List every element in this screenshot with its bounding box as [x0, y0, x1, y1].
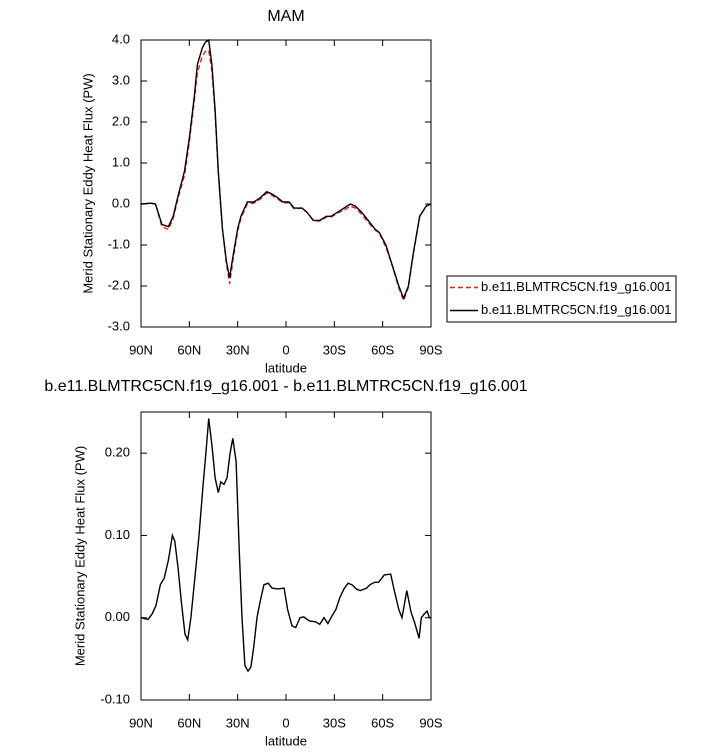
- y-tick-label: 0.10: [105, 527, 130, 542]
- data-line: [140, 418, 431, 673]
- y-tick-label: 0.00: [105, 609, 130, 624]
- x-tick-label: 60S: [371, 342, 394, 357]
- legend-label: b.e11.BLMTRC5CN.f19_g16.001: [481, 279, 672, 294]
- x-tick-label: 90N: [129, 715, 153, 730]
- x-tick-label: 90S: [419, 715, 442, 730]
- x-tick-label: 30N: [226, 715, 250, 730]
- y-tick-label: 1.0: [112, 154, 130, 169]
- y-tick-label: -0.10: [100, 691, 130, 706]
- data-line: [140, 38, 432, 301]
- x-tick-label: 60N: [177, 342, 201, 357]
- y-tick-label: 0.0: [112, 195, 130, 210]
- x-tick-label: 60S: [371, 715, 394, 730]
- x-tick-label: 90N: [129, 342, 153, 357]
- plot-frame: [140, 39, 432, 328]
- y-tick-label: -1.0: [108, 236, 130, 251]
- chart-title: b.e11.BLMTRC5CN.f19_g16.001 - b.e11.BLMT…: [44, 378, 527, 395]
- chart-title: MAM: [267, 8, 304, 25]
- y-tick-label: 0.20: [105, 445, 130, 460]
- y-axis-label: Merid Stationary Eddy Heat Flux (PW): [72, 446, 87, 666]
- y-tick-label: 4.0: [112, 31, 130, 46]
- data-line: [140, 49, 432, 303]
- x-tick-label: 0: [282, 715, 289, 730]
- y-tick-label: -2.0: [108, 277, 130, 292]
- x-tick-label: 30S: [323, 342, 346, 357]
- x-axis-label: latitude: [265, 360, 307, 375]
- x-tick-label: 60N: [177, 715, 201, 730]
- y-tick-label: 3.0: [112, 72, 130, 87]
- plot-frame: [140, 411, 432, 701]
- x-tick-label: 90S: [419, 342, 442, 357]
- legend-box: [446, 275, 677, 323]
- y-tick-label: 2.0: [112, 113, 130, 128]
- legend-label: b.e11.BLMTRC5CN.f19_g16.001: [481, 302, 672, 317]
- y-tick-label: -3.0: [108, 318, 130, 333]
- x-axis-label: latitude: [265, 733, 307, 748]
- x-tick-label: 30N: [226, 342, 250, 357]
- x-tick-label: 0: [282, 342, 289, 357]
- x-tick-label: 30S: [323, 715, 346, 730]
- y-axis-label: Merid Stationary Eddy Heat Flux (PW): [80, 73, 95, 293]
